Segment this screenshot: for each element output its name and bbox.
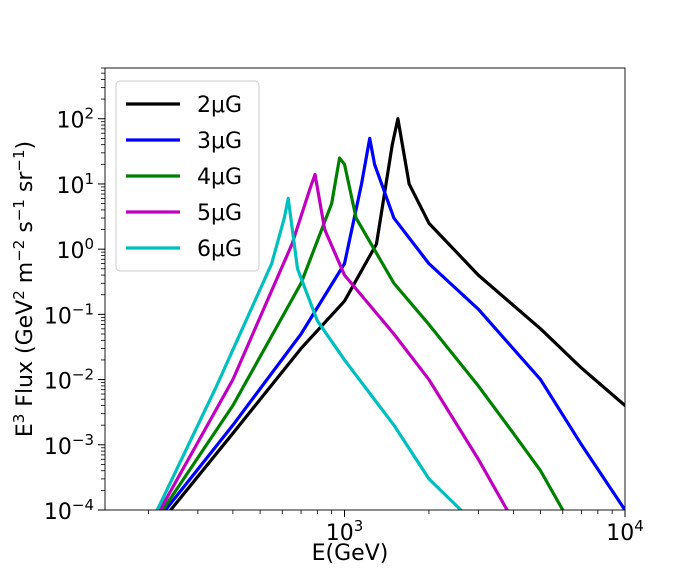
y-tick-base: 10: [56, 174, 84, 199]
y-tick-label: 10−3: [44, 431, 94, 460]
y-label-e: E: [13, 423, 38, 437]
y-label-m: m: [13, 262, 38, 290]
y-tick-label: 10−1: [44, 300, 94, 329]
x-tick-base: 10: [606, 521, 634, 546]
legend-label-4: 5μG: [197, 201, 242, 226]
x-tick-label: 104: [606, 517, 644, 546]
y-label-sr: sr: [13, 171, 38, 199]
series-line-3: [161, 156, 565, 510]
y-label-flux: Flux (GeV: [13, 300, 38, 414]
legend-label-2: 3μG: [197, 129, 242, 154]
y-tick-base: 10: [44, 435, 72, 460]
series-layer: [155, 117, 625, 510]
series-line-2: [163, 136, 625, 510]
legend: 2μG 3μG 4μG 5μG 6μG: [115, 80, 260, 272]
y-tick-base: 10: [56, 109, 84, 134]
y-tick-exp: 0: [84, 235, 94, 253]
y-tick-label: 101: [56, 170, 94, 199]
y-tick-exp: −2: [72, 366, 94, 384]
y-label-expm1a: −1: [10, 199, 28, 221]
series-line-5: [155, 196, 463, 510]
plot-frame: [104, 67, 626, 511]
x-axis-label: E(GeV): [312, 541, 389, 566]
series-line-1: [169, 117, 625, 510]
legend-frame: [115, 80, 260, 272]
y-label-close: ): [13, 141, 38, 150]
legend-label-5: 6μG: [197, 237, 242, 262]
y-label-expm2: −2: [10, 240, 28, 262]
y-tick-exp: −4: [72, 496, 94, 514]
y-tick-label: 10−2: [44, 366, 94, 395]
y-label-exp3: 3: [10, 414, 28, 424]
y-label-exp2: 2: [10, 290, 28, 300]
y-tick-base: 10: [44, 370, 72, 395]
legend-label-3: 4μG: [197, 165, 242, 190]
y-label-expm1b: −1: [10, 149, 28, 171]
y-axis-label: E3 Flux (GeV2 m−2 s−1 sr−1): [10, 141, 38, 437]
y-tick-base: 10: [44, 304, 72, 329]
y-tick-base: 10: [56, 239, 84, 264]
x-tick-exp: 3: [354, 517, 364, 535]
y-tick-exp: 1: [84, 170, 94, 188]
y-tick-exp: −3: [72, 431, 94, 449]
y-tick-exp: −1: [72, 300, 94, 318]
y-tick-label: 100: [56, 235, 94, 264]
y-tick-label: 10−4: [44, 496, 94, 525]
series-line-4: [158, 172, 509, 510]
y-tick-label: 102: [56, 105, 94, 134]
x-tick-label: 103: [326, 517, 364, 546]
x-tick-exp: 4: [634, 517, 644, 535]
y-tick-exp: 2: [84, 105, 94, 123]
legend-label-1: 2μG: [197, 93, 242, 118]
y-tick-base: 10: [44, 500, 72, 525]
y-label-s: s: [13, 221, 38, 239]
x-tick-base: 10: [326, 521, 354, 546]
